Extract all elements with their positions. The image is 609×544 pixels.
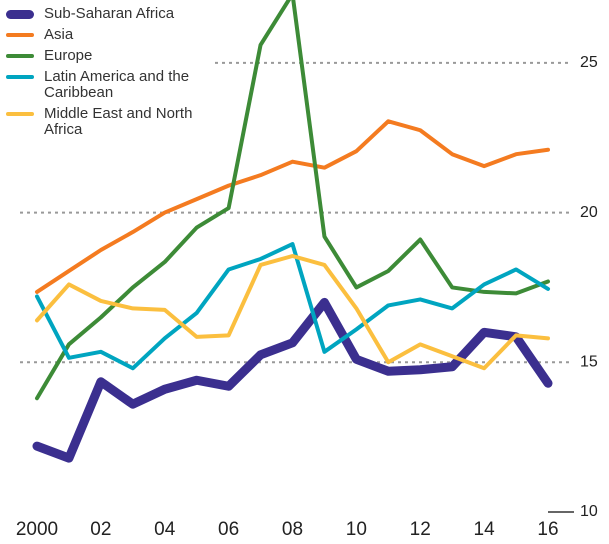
legend: Sub-Saharan Africa Asia Europe Latin Americ… xyxy=(6,6,206,143)
x-tick-label: 04 xyxy=(154,519,176,540)
series-line xyxy=(35,254,550,371)
x-tick-label: 14 xyxy=(474,519,496,540)
legend-label: Middle East and North Africa xyxy=(44,105,193,138)
x-tick-label: 2000 xyxy=(16,519,58,540)
x-tick-label: 02 xyxy=(90,519,111,540)
x-tick-label: 10 xyxy=(346,519,367,540)
x-tick-label: 12 xyxy=(410,519,431,540)
legend-swatch xyxy=(6,75,34,79)
series-line xyxy=(35,242,550,371)
legend-label: Latin America and the Caribbean xyxy=(44,68,190,101)
legend-item: Sub-Saharan Africa xyxy=(6,6,206,22)
legend-label: Europe xyxy=(44,47,93,64)
legend-item: Asia xyxy=(6,27,206,43)
x-tick-label: 06 xyxy=(218,519,239,540)
legend-item: Middle East and North Africa xyxy=(6,106,206,138)
legend-item: Europe xyxy=(6,48,206,64)
x-tick-label: 08 xyxy=(282,519,303,540)
legend-label: Sub-Saharan Africa xyxy=(44,5,175,22)
series-line xyxy=(35,119,550,294)
y-tick-label: 15 xyxy=(580,354,598,371)
x-tick-label: 16 xyxy=(537,519,558,540)
legend-swatch xyxy=(6,112,34,116)
series-line xyxy=(35,0,550,401)
series-line xyxy=(32,297,553,463)
y-tick-label: 10 xyxy=(580,503,598,520)
legend-label: Asia xyxy=(44,26,74,43)
legend-swatch xyxy=(6,10,34,19)
legend-swatch xyxy=(6,54,34,58)
legend-swatch xyxy=(6,33,34,37)
y-tick-label: 20 xyxy=(580,204,598,221)
y-tick-label: 25 xyxy=(580,54,598,71)
legend-item: Latin America and the Caribbean xyxy=(6,69,206,101)
